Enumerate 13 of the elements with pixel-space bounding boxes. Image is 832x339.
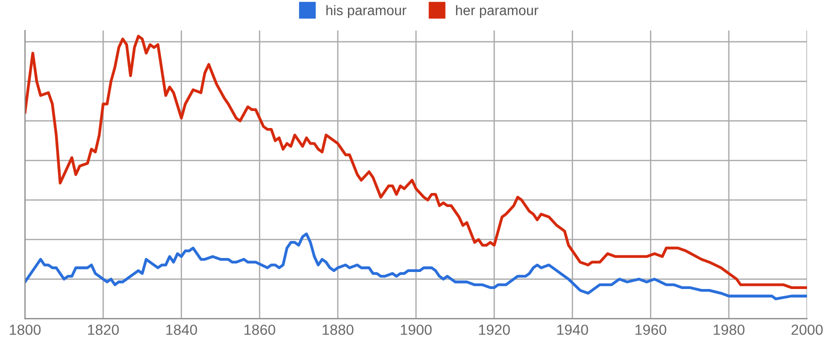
x-tick-label: 1800 (10, 324, 41, 335)
x-tick-label: 1920 (479, 324, 510, 335)
legend-label: her paramour (456, 5, 538, 18)
x-tick-label: 1840 (166, 324, 198, 335)
x-tick-label: 1960 (636, 324, 666, 335)
x-tick-label: 1900 (400, 324, 432, 335)
x-tick-label: 1820 (88, 324, 119, 335)
x-tick-label: 1940 (557, 324, 588, 335)
x-tick-label: 2000 (792, 324, 823, 335)
legend-label: his paramour (326, 5, 406, 18)
x-tick-label: 1860 (244, 324, 276, 335)
x-tick-label: 1980 (714, 324, 744, 335)
x-tick-label: 1880 (322, 324, 354, 335)
